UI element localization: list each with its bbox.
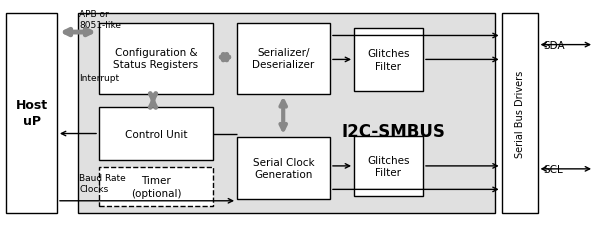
- Text: Configuration &
Status Registers: Configuration & Status Registers: [113, 48, 199, 70]
- Bar: [99, 24, 213, 94]
- Text: SCL: SCL: [544, 164, 563, 174]
- Text: Glitches
Filter: Glitches Filter: [367, 49, 410, 71]
- Text: I2C-SMBUS: I2C-SMBUS: [341, 123, 445, 141]
- Bar: [6, 14, 57, 213]
- Text: Baud Rate
Clocks: Baud Rate Clocks: [79, 174, 126, 193]
- Text: Serializer/
Deserializer: Serializer/ Deserializer: [253, 48, 314, 70]
- Bar: [99, 108, 213, 160]
- Bar: [99, 167, 213, 207]
- Text: SDA: SDA: [544, 40, 565, 50]
- Bar: [237, 137, 330, 199]
- Text: Serial Bus Drivers: Serial Bus Drivers: [515, 70, 524, 157]
- Text: Interrupt: Interrupt: [79, 74, 119, 83]
- Text: APB or
8051-like: APB or 8051-like: [79, 10, 121, 30]
- Text: Glitches
Filter: Glitches Filter: [367, 155, 410, 178]
- Text: Serial Clock
Generation: Serial Clock Generation: [253, 157, 314, 179]
- Text: Host
uP: Host uP: [16, 99, 47, 128]
- Bar: [237, 24, 330, 94]
- Text: Control Unit: Control Unit: [125, 129, 187, 139]
- Bar: [78, 14, 495, 213]
- Bar: [354, 28, 423, 92]
- Bar: [502, 14, 538, 213]
- Bar: [354, 136, 423, 196]
- Text: Timer
(optional): Timer (optional): [131, 175, 181, 198]
